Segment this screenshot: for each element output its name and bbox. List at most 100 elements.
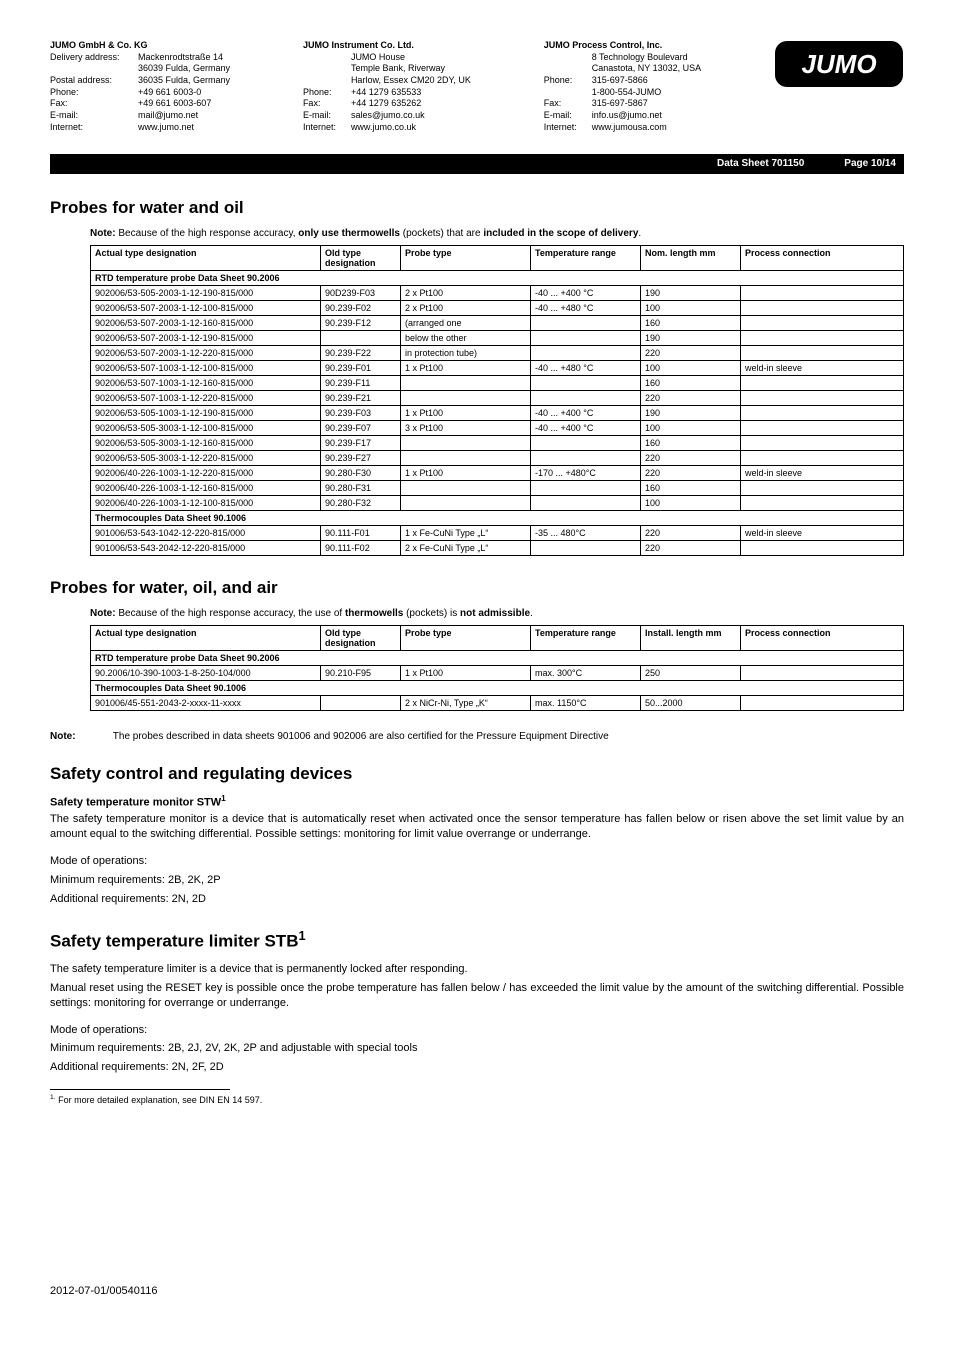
address-value: JUMO House — [351, 52, 405, 64]
table-probes-water-oil-air: Actual type designationOld type designat… — [90, 625, 904, 711]
table-cell: 90.239-F27 — [321, 450, 401, 465]
table-cell: 90.239-F01 — [321, 360, 401, 375]
title-bar: Data Sheet 701150 Page 10/14 — [50, 154, 904, 174]
address-line: Phone:315-697-5866 — [544, 75, 701, 87]
stb-p2: Manual reset using the RESET key is poss… — [50, 981, 904, 1011]
address-line: 1-800-554-JUMO — [544, 87, 701, 99]
table-cell — [741, 285, 904, 300]
table-row: 901006/53-543-1042-12-220-815/00090.111-… — [91, 525, 904, 540]
section-title-probes-water-oil-air: Probes for water, oil, and air — [50, 578, 904, 598]
jumo-logo: JUMO — [774, 40, 904, 88]
table-cell: 1 x Pt100 — [401, 465, 531, 480]
table-cell — [531, 495, 641, 510]
table-row: 902006/53-507-1003-1-12-100-815/00090.23… — [91, 360, 904, 375]
address-de: JUMO GmbH & Co. KG Delivery address:Mack… — [50, 40, 230, 134]
column-header: Actual type designation — [91, 625, 321, 650]
note-body: The probes described in data sheets 9010… — [113, 731, 897, 742]
table-cell: 50...2000 — [641, 695, 741, 710]
table-cell — [741, 390, 904, 405]
table-cell: 90.239-F03 — [321, 405, 401, 420]
address-line: Temple Bank, Riverway — [303, 63, 471, 75]
address-label — [544, 63, 592, 75]
table-cell — [741, 300, 904, 315]
table-cell: 90.239-F17 — [321, 435, 401, 450]
table-cell — [741, 450, 904, 465]
note-text: . — [530, 608, 533, 619]
table-cell: 190 — [641, 330, 741, 345]
table-cell — [531, 450, 641, 465]
address-line: Internet:www.jumousa.com — [544, 122, 701, 134]
table-row: 902006/53-505-3003-1-12-220-815/00090.23… — [91, 450, 904, 465]
column-header: Actual type designation — [91, 245, 321, 270]
table-cell: 220 — [641, 465, 741, 480]
table-row: 902006/40-226-1003-1-12-160-815/00090.28… — [91, 480, 904, 495]
address-line: Phone:+49 661 6003-0 — [50, 87, 230, 99]
table-section-cell: RTD temperature probe Data Sheet 90.2006 — [91, 650, 904, 665]
address-uk: JUMO Instrument Co. Ltd. JUMO HouseTempl… — [303, 40, 471, 134]
table-cell — [741, 435, 904, 450]
mode-label: Mode of operations: — [50, 854, 904, 869]
table-cell: 90.2006/10-390-1003-1-8-250-104/000 — [91, 665, 321, 680]
table-row: 902006/53-507-2003-1-12-160-815/00090.23… — [91, 315, 904, 330]
address-value: 8 Technology Boulevard — [592, 52, 688, 64]
address-value: +49 661 6003-0 — [138, 87, 201, 99]
table-section-cell: RTD temperature probe Data Sheet 90.2006 — [91, 270, 904, 285]
table-cell — [531, 480, 641, 495]
address-label: E-mail: — [50, 110, 138, 122]
column-header: Temperature range — [531, 625, 641, 650]
note-sec1: Note: Because of the high response accur… — [90, 228, 904, 239]
table-cell — [531, 540, 641, 555]
table-cell — [741, 495, 904, 510]
address-label: E-mail: — [544, 110, 592, 122]
table-cell: 902006/53-507-2003-1-12-160-815/000 — [91, 315, 321, 330]
note-block: Note: The probes described in data sheet… — [50, 731, 904, 742]
address-label — [303, 75, 351, 87]
table-cell: 90.111-F02 — [321, 540, 401, 555]
table-cell — [321, 695, 401, 710]
table-row: 902006/53-507-2003-1-12-220-815/00090.23… — [91, 345, 904, 360]
note-label: Note: — [90, 228, 116, 239]
table-section-row: Thermocouples Data Sheet 90.1006 — [91, 510, 904, 525]
table-cell: -40 ... +400 °C — [531, 405, 641, 420]
section-title-stb: Safety temperature limiter STB1 — [50, 928, 904, 952]
table-cell: 902006/40-226-1003-1-12-220-815/000 — [91, 465, 321, 480]
note-bold: not admissible — [460, 608, 530, 619]
table-cell: 190 — [641, 285, 741, 300]
table-cell: -40 ... +480 °C — [531, 300, 641, 315]
page-number: Page 10/14 — [844, 158, 896, 169]
table-cell: 902006/40-226-1003-1-12-160-815/000 — [91, 480, 321, 495]
table-cell: 220 — [641, 540, 741, 555]
table-section-cell: Thermocouples Data Sheet 90.1006 — [91, 510, 904, 525]
address-label: E-mail: — [303, 110, 351, 122]
column-header: Probe type — [401, 625, 531, 650]
table-cell: below the other — [401, 330, 531, 345]
table-cell: 160 — [641, 435, 741, 450]
table-cell: 90.210-F95 — [321, 665, 401, 680]
stw-description: The safety temperature monitor is a devi… — [50, 812, 904, 842]
table-row: 902006/53-505-3003-1-12-100-815/00090.23… — [91, 420, 904, 435]
address-label: Postal address: — [50, 75, 138, 87]
address-label — [544, 52, 592, 64]
address-label: Phone: — [303, 87, 351, 99]
address-label: Fax: — [50, 98, 138, 110]
table-cell: 100 — [641, 300, 741, 315]
table-cell: 90.239-F07 — [321, 420, 401, 435]
address-value: 36035 Fulda, Germany — [138, 75, 230, 87]
column-header: Old type designation — [321, 245, 401, 270]
note-text: . — [638, 228, 641, 239]
note-text: Because of the high response accuracy, t… — [116, 608, 345, 619]
address-value: sales@jumo.co.uk — [351, 110, 425, 122]
address-value: 315-697-5867 — [592, 98, 648, 110]
table-cell: 90.239-F22 — [321, 345, 401, 360]
table-cell: 90.239-F11 — [321, 375, 401, 390]
company-name-uk: JUMO Instrument Co. Ltd. — [303, 40, 414, 50]
address-us: JUMO Process Control, Inc. 8 Technology … — [544, 40, 701, 134]
table-cell: max. 1150°C — [531, 695, 641, 710]
table-cell — [741, 695, 904, 710]
table-cell: 902006/53-507-2003-1-12-220-815/000 — [91, 345, 321, 360]
table-cell: 90.239-F02 — [321, 300, 401, 315]
table-cell: 90.280-F32 — [321, 495, 401, 510]
table-cell: -40 ... +400 °C — [531, 285, 641, 300]
note-sec2: Note: Because of the high response accur… — [90, 608, 904, 619]
table-cell: 902006/40-226-1003-1-12-100-815/000 — [91, 495, 321, 510]
